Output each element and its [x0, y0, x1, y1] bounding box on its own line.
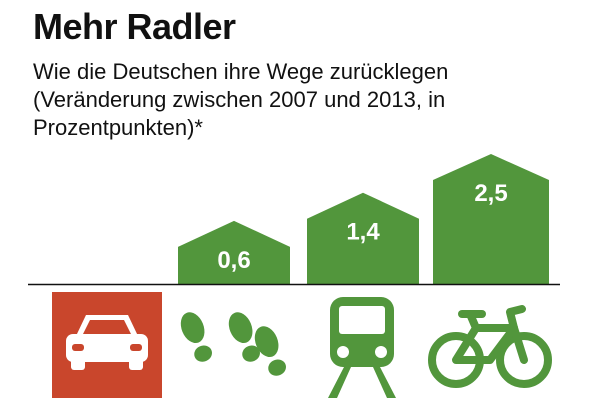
bar-train — [307, 192, 419, 284]
bars: 0,6 1,4 2,5 — [178, 154, 549, 284]
bar-bicycle — [433, 154, 549, 284]
car-icon — [66, 315, 148, 370]
value-label: 1,4 — [346, 219, 380, 246]
footprints-icon — [180, 312, 286, 376]
value-label: 2,5 — [474, 180, 507, 207]
bar-footprints — [178, 220, 290, 284]
value-label: 0,6 — [217, 247, 250, 274]
chart-title: Mehr Radler — [33, 6, 236, 47]
car-tile — [52, 292, 162, 398]
train-icon — [328, 297, 396, 398]
bicycle-icon — [428, 305, 552, 388]
chart-subtitle: Wie die Deutschen ihre Wege zurücklegen … — [33, 59, 449, 140]
